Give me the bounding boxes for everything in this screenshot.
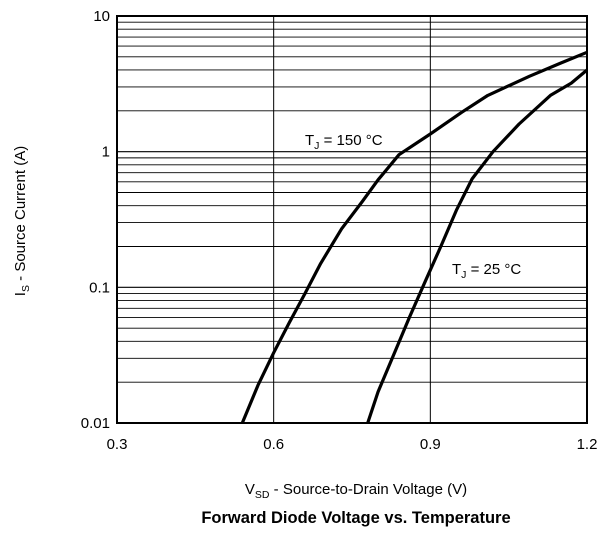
y-tick-label: 1: [102, 144, 110, 161]
y-tick-label: 10: [93, 8, 110, 25]
x-axis-label: VSD - Source-to-Drain Voltage (V): [245, 481, 467, 501]
chart-title: Forward Diode Voltage vs. Temperature: [201, 509, 510, 527]
series-line-tj-25: [366, 68, 589, 424]
tick-labels: 0.3 0.6 0.9 1.2 0.01 0.1 1 10: [81, 8, 598, 453]
grid: [116, 16, 588, 424]
label-tj-25: TJ = 25 °C: [452, 261, 521, 281]
x-tick-label: 1.2: [577, 436, 598, 453]
y-tick-label: 0.1: [89, 279, 110, 296]
y-tick-label: 0.01: [81, 415, 110, 432]
series-line-tj-150: [240, 50, 588, 424]
plot-frame: [116, 15, 588, 424]
x-tick-label: 0.6: [263, 436, 284, 453]
label-tj-150: TJ = 150 °C: [305, 132, 383, 152]
curves: [240, 50, 589, 424]
y-axis-label: IS - Source Current (A): [12, 146, 32, 296]
x-tick-label: 0.3: [107, 436, 128, 453]
x-tick-label: 0.9: [420, 436, 441, 453]
